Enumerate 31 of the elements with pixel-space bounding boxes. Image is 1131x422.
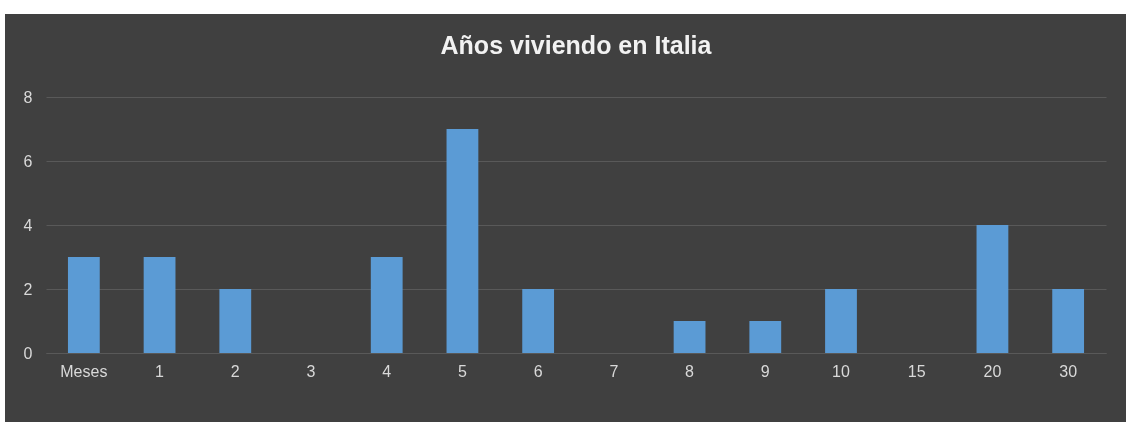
x-tick-label: 15 (907, 362, 926, 380)
bar (219, 289, 252, 353)
y-tick-label: 0 (23, 344, 33, 362)
bar (749, 321, 782, 353)
chart-title: Años viviendo en Italia (440, 31, 713, 59)
x-tick-label: 5 (457, 362, 467, 380)
x-tick-label: 4 (382, 362, 392, 380)
x-tick-label: 10 (832, 362, 850, 380)
y-tick-label: 2 (23, 280, 33, 298)
x-tick-label: 30 (1059, 362, 1078, 380)
x-tick-label: 7 (609, 362, 619, 380)
x-tick-label: 1 (155, 362, 165, 380)
x-tick-label: 20 (983, 362, 1002, 380)
y-tick-label: 6 (23, 152, 33, 170)
y-tick-label: 4 (23, 216, 33, 234)
y-tick-label: 8 (23, 88, 33, 106)
x-tick-label: 2 (230, 362, 240, 380)
bar (370, 257, 403, 353)
bar (446, 129, 479, 353)
bar (1052, 289, 1085, 353)
x-tick-label: 6 (533, 362, 543, 380)
bar (673, 321, 706, 353)
bar (522, 289, 555, 353)
bar (825, 289, 857, 353)
x-tick-label: 8 (685, 362, 695, 380)
x-tick-label: Meses (60, 362, 108, 380)
x-tick-label: 3 (306, 362, 316, 380)
bar (976, 225, 1009, 353)
bar (67, 257, 100, 353)
x-tick-label: 9 (760, 362, 770, 380)
bar (143, 257, 176, 353)
